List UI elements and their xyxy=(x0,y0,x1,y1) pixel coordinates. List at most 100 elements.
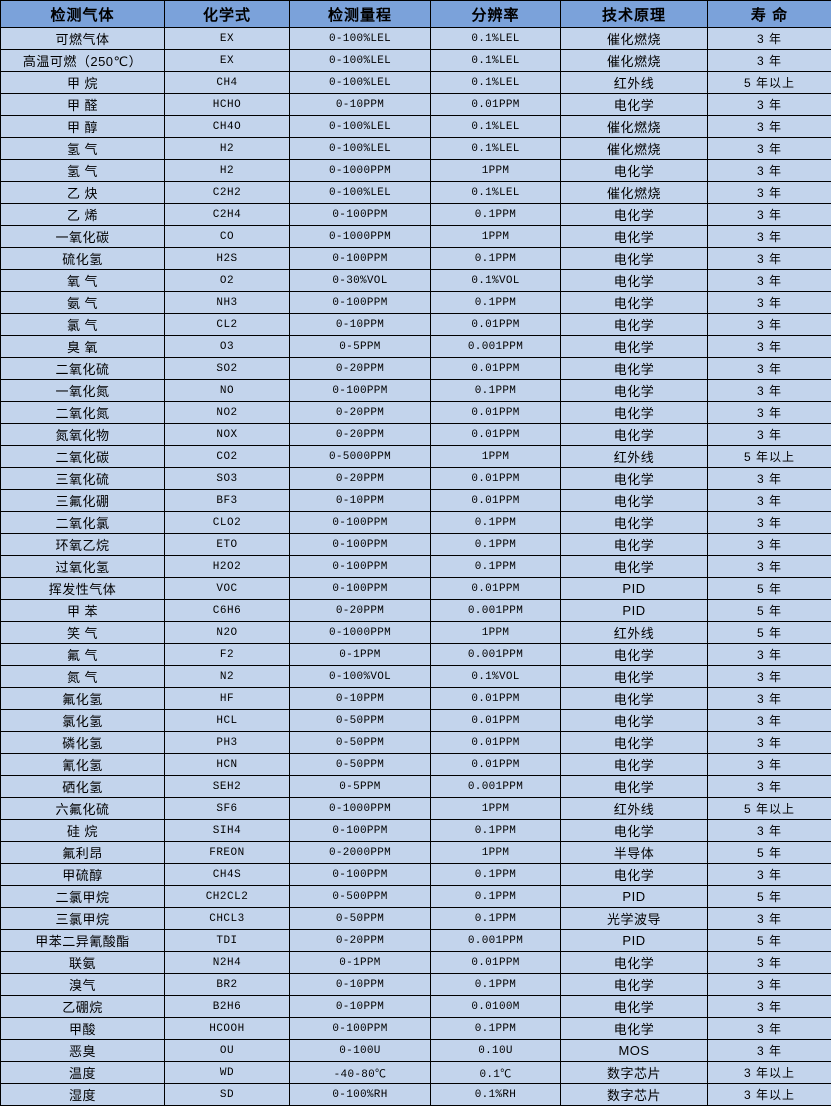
cell-res: 0.1PPM xyxy=(431,1018,561,1040)
cell-gas: 溴气 xyxy=(1,974,165,996)
cell-range: 0-50PPM xyxy=(290,732,431,754)
cell-range: 0-10PPM xyxy=(290,996,431,1018)
cell-range: 0-500PPM xyxy=(290,886,431,908)
cell-range: 0-20PPM xyxy=(290,468,431,490)
cell-tech: 电化学 xyxy=(561,160,708,182)
cell-life: 3 年 xyxy=(708,754,831,776)
cell-gas: 三氟化硼 xyxy=(1,490,165,512)
cell-form: PH3 xyxy=(165,732,290,754)
cell-tech: 电化学 xyxy=(561,314,708,336)
cell-gas: 氟化氢 xyxy=(1,688,165,710)
cell-res: 0.1%VOL xyxy=(431,666,561,688)
cell-tech: 电化学 xyxy=(561,512,708,534)
cell-life: 3 年 xyxy=(708,908,831,930)
cell-gas: 甲苯二异氰酸酯 xyxy=(1,930,165,952)
cell-tech: 电化学 xyxy=(561,94,708,116)
cell-range: 0-100%LEL xyxy=(290,72,431,94)
cell-range: 0-100PPM xyxy=(290,578,431,600)
cell-gas: 二氧化硫 xyxy=(1,358,165,380)
cell-tech: 电化学 xyxy=(561,380,708,402)
cell-gas: 臭 氧 xyxy=(1,336,165,358)
cell-form: CH4 xyxy=(165,72,290,94)
column-header-range: 检测量程 xyxy=(290,1,431,28)
column-header-tech: 技术原理 xyxy=(561,1,708,28)
cell-res: 0.1PPM xyxy=(431,974,561,996)
cell-range: 0-100%LEL xyxy=(290,28,431,50)
cell-range: 0-1000PPM xyxy=(290,160,431,182)
column-header-life: 寿 命 xyxy=(708,1,831,28)
cell-form: CH4O xyxy=(165,116,290,138)
cell-tech: 电化学 xyxy=(561,248,708,270)
cell-form: CL2 xyxy=(165,314,290,336)
cell-life: 3 年 xyxy=(708,776,831,798)
cell-range: 0-1PPM xyxy=(290,952,431,974)
cell-life: 3 年 xyxy=(708,204,831,226)
cell-life: 5 年 xyxy=(708,842,831,864)
cell-gas: 甲 醇 xyxy=(1,116,165,138)
cell-life: 3 年 xyxy=(708,820,831,842)
cell-form: FREON xyxy=(165,842,290,864)
cell-life: 5 年 xyxy=(708,886,831,908)
cell-res: 0.1%VOL xyxy=(431,270,561,292)
cell-res: 0.1PPM xyxy=(431,380,561,402)
cell-res: 1PPM xyxy=(431,160,561,182)
cell-tech: 红外线 xyxy=(561,72,708,94)
cell-life: 3 年以上 xyxy=(708,1062,831,1084)
cell-gas: 硅 烷 xyxy=(1,820,165,842)
cell-life: 3 年 xyxy=(708,534,831,556)
cell-res: 1PPM xyxy=(431,446,561,468)
cell-res: 0.1%RH xyxy=(431,1084,561,1106)
cell-gas: 乙 烯 xyxy=(1,204,165,226)
cell-tech: 电化学 xyxy=(561,292,708,314)
cell-life: 3 年 xyxy=(708,248,831,270)
header-row: 检测气体化学式检测量程分辨率技术原理寿 命 xyxy=(1,1,831,28)
cell-tech: 电化学 xyxy=(561,820,708,842)
cell-tech: 电化学 xyxy=(561,710,708,732)
cell-res: 0.01PPM xyxy=(431,468,561,490)
cell-range: 0-100%LEL xyxy=(290,138,431,160)
cell-form: EX xyxy=(165,28,290,50)
cell-form: N2H4 xyxy=(165,952,290,974)
cell-form: CH4S xyxy=(165,864,290,886)
cell-tech: 电化学 xyxy=(561,336,708,358)
column-header-form: 化学式 xyxy=(165,1,290,28)
cell-range: 0-100%LEL xyxy=(290,182,431,204)
cell-gas: 二氧化氯 xyxy=(1,512,165,534)
cell-range: 0-100PPM xyxy=(290,534,431,556)
cell-range: 0-100PPM xyxy=(290,820,431,842)
cell-res: 0.1PPM xyxy=(431,204,561,226)
cell-res: 0.001PPM xyxy=(431,644,561,666)
cell-life: 5 年以上 xyxy=(708,446,831,468)
cell-range: 0-20PPM xyxy=(290,600,431,622)
cell-range: 0-2000PPM xyxy=(290,842,431,864)
cell-form: BR2 xyxy=(165,974,290,996)
cell-form: H2 xyxy=(165,160,290,182)
cell-range: 0-5000PPM xyxy=(290,446,431,468)
cell-res: 0.1%LEL xyxy=(431,182,561,204)
cell-res: 0.01PPM xyxy=(431,732,561,754)
cell-tech: 电化学 xyxy=(561,490,708,512)
cell-tech: MOS xyxy=(561,1040,708,1062)
cell-tech: 电化学 xyxy=(561,864,708,886)
cell-form: TDI xyxy=(165,930,290,952)
cell-res: 0.001PPM xyxy=(431,776,561,798)
cell-res: 0.01PPM xyxy=(431,754,561,776)
cell-life: 3 年 xyxy=(708,402,831,424)
cell-life: 5 年 xyxy=(708,600,831,622)
cell-life: 3 年 xyxy=(708,710,831,732)
cell-range: 0-1000PPM xyxy=(290,226,431,248)
cell-res: 0.1%LEL xyxy=(431,116,561,138)
cell-form: H2 xyxy=(165,138,290,160)
cell-gas: 氯化氢 xyxy=(1,710,165,732)
cell-res: 0.001PPM xyxy=(431,336,561,358)
